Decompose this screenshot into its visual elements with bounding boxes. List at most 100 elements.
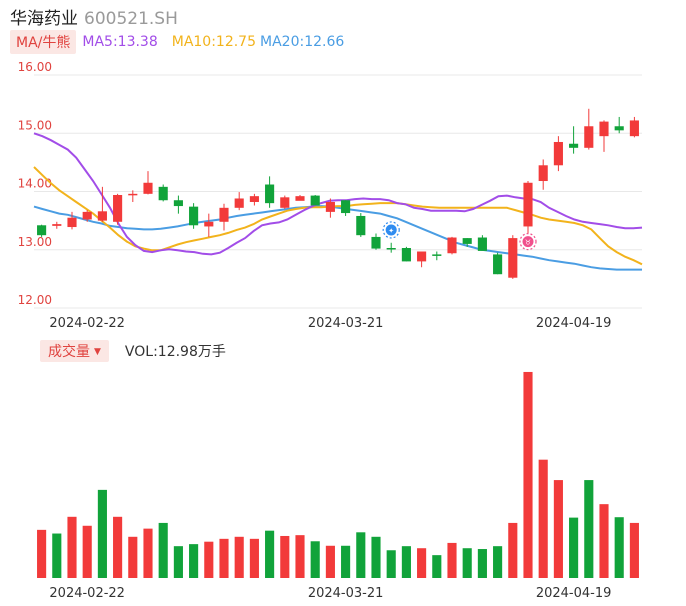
candle-body (310, 195, 320, 206)
candle-body (599, 121, 609, 137)
candle-body (158, 186, 168, 201)
candle-body (523, 182, 533, 227)
candle (371, 233, 381, 250)
candle-body (614, 126, 624, 131)
candle-body (37, 225, 47, 236)
volume-bar (67, 516, 77, 578)
volume-bar (508, 522, 518, 578)
price-x-tick-label: 2024-03-21 (308, 316, 384, 331)
candle (219, 203, 229, 231)
candle-body (629, 120, 639, 137)
stock-title: 华海药业 600521.SH (10, 4, 178, 29)
candle (356, 213, 366, 237)
candle (629, 116, 639, 138)
candle-body (508, 238, 518, 278)
price-x-tick-label: 2024-04-19 (536, 316, 612, 331)
candle-body (417, 251, 427, 262)
volume-bar (447, 542, 457, 578)
candle (204, 213, 214, 237)
candle (599, 120, 609, 152)
candle-body (249, 196, 259, 202)
volume-bar (462, 548, 472, 578)
candle (234, 192, 244, 211)
shake-hands-icon: ✦ (382, 221, 400, 239)
candle-body (280, 197, 290, 208)
candle (553, 136, 563, 172)
price-tick-label: 13.00 (18, 235, 52, 249)
volume-bar (113, 516, 123, 578)
volume-bar (417, 548, 427, 578)
volume-legend: 成交量 ▼ VOL:12.98万手 (40, 340, 226, 362)
candle-body (52, 224, 62, 226)
price-tick-label: 16.00 (18, 60, 52, 74)
candle (265, 176, 275, 208)
volume-bar (629, 522, 639, 578)
candle (295, 194, 305, 201)
candle-body (265, 184, 275, 204)
candle (280, 195, 290, 209)
bull-icon: ♉ (519, 232, 537, 251)
ma-indicator-selector[interactable]: MA/牛熊 (10, 30, 77, 54)
ma20-label: MA20:12.66 (260, 34, 345, 50)
volume-bar (249, 538, 259, 578)
dropdown-triangle-icon: ▼ (94, 347, 101, 357)
volume-value: VOL:12.98万手 (124, 344, 226, 360)
candle-body (143, 182, 153, 194)
candle (52, 221, 62, 229)
candle (249, 193, 259, 206)
volume-bar (569, 517, 579, 578)
candle-body (371, 236, 381, 249)
volume-bar (52, 533, 62, 578)
candle (447, 236, 457, 255)
candle-body (204, 221, 214, 227)
price-tick-label: 12.00 (18, 293, 52, 307)
candle-body (569, 143, 579, 148)
volume-selector-label: 成交量 (48, 344, 90, 360)
volume-bar (143, 528, 153, 578)
ma10-label: MA10:12.75 (171, 34, 257, 50)
candle-body (341, 200, 351, 214)
candle (37, 224, 47, 237)
shake-hands-icon-glyph: ✦ (388, 227, 394, 235)
ma5-line (33, 132, 643, 256)
volume-bar (173, 546, 183, 578)
candle (614, 116, 624, 134)
candle-body (128, 193, 138, 196)
candle (386, 242, 396, 253)
volume-bar (371, 536, 381, 578)
candle-body (82, 211, 92, 220)
candle (128, 190, 138, 202)
candle (569, 126, 579, 154)
volume-bar (325, 545, 335, 578)
volume-bar (401, 546, 411, 578)
bull-icon-dot (522, 236, 534, 248)
volume-bar (295, 535, 305, 578)
candle-body (584, 126, 594, 148)
candle-body (432, 254, 442, 256)
volume-bar (158, 522, 168, 578)
candle (310, 194, 320, 206)
candle (113, 193, 123, 225)
volume-bar (219, 538, 229, 578)
candle (584, 108, 594, 150)
candle-body (234, 198, 244, 208)
volume-x-tick-label: 2024-03-21 (308, 586, 384, 601)
candle (173, 195, 183, 214)
volume-bar (599, 504, 609, 578)
volume-indicator-selector[interactable]: 成交量 ▼ (40, 340, 109, 362)
candle (67, 211, 77, 230)
price-x-tick-label: 2024-02-22 (49, 316, 125, 331)
candle (538, 159, 548, 190)
volume-bar (553, 480, 563, 578)
volume-bar (310, 541, 320, 578)
price-tick-label: 15.00 (18, 118, 52, 132)
candle-body (325, 201, 335, 212)
candle-body (97, 211, 107, 221)
candle (493, 252, 503, 275)
price-tick-label: 14.00 (18, 177, 52, 191)
candle (477, 235, 487, 251)
volume-bar (523, 371, 533, 578)
candle-body (401, 248, 411, 262)
candle-body (356, 215, 366, 236)
